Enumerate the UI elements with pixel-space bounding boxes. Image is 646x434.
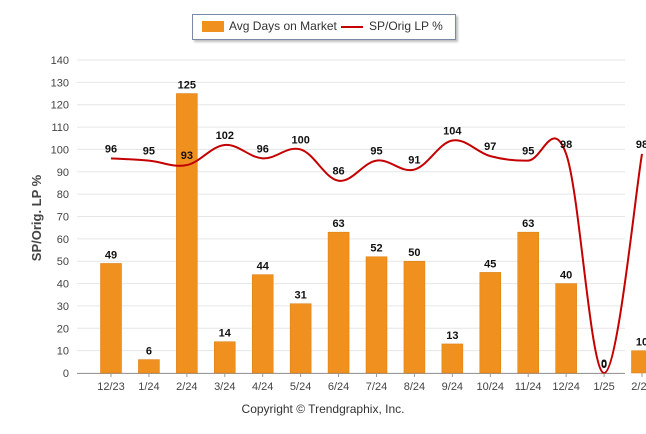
bar-value-label: 125 xyxy=(178,80,196,92)
line-value-label: 95 xyxy=(370,146,382,158)
bar-value-label: 52 xyxy=(370,243,382,255)
bar xyxy=(100,263,122,374)
y-tick-label: 130 xyxy=(51,77,69,89)
line-value-label: 86 xyxy=(332,166,344,178)
bar-value-label: 31 xyxy=(295,290,307,302)
copyright-text: Copyright © Trendgraphix, Inc. xyxy=(241,402,405,416)
y-tick-label: 50 xyxy=(57,256,69,268)
bar xyxy=(441,343,464,374)
line-value-label: 98 xyxy=(636,139,646,151)
bar xyxy=(555,283,577,374)
bar xyxy=(365,256,388,374)
y-tick-label: 20 xyxy=(57,323,69,335)
line-value-label: 96 xyxy=(257,143,269,155)
bar-value-label: 13 xyxy=(446,330,458,342)
x-tick-label: 5/24 xyxy=(290,381,311,393)
x-tick-label: 1/24 xyxy=(138,381,159,393)
x-tick-label: 10/24 xyxy=(477,381,505,393)
bar xyxy=(176,93,198,374)
x-axis-ticks: 12/23 1/24 2/24 3/24 4/24 5/24 6/24 7/24 8/24 9/2… xyxy=(97,373,646,393)
bar-value-label: 63 xyxy=(332,218,344,230)
bar xyxy=(214,341,236,374)
line-value-label: 102 xyxy=(216,130,234,142)
bar-value-label: 40 xyxy=(560,270,572,282)
line-value-label: 95 xyxy=(143,146,155,158)
y-tick-label: 70 xyxy=(57,212,69,224)
x-tick-label: 1/25 xyxy=(593,381,614,393)
x-tick-label: 3/24 xyxy=(214,381,235,393)
legend: Avg Days on Market SP/Orig LP % xyxy=(192,14,456,40)
x-tick-label: 2/24 xyxy=(176,381,197,393)
legend-bar-label: Avg Days on Market xyxy=(229,19,337,33)
line-value-label: 97 xyxy=(484,141,496,153)
bar-value-label: 0 xyxy=(601,359,607,371)
bar-value-label: 49 xyxy=(105,249,117,261)
bar-series xyxy=(100,93,646,374)
bar-value-label: 10 xyxy=(636,337,646,349)
line-data-labels: 96 95 93 102 96 100 86 95 91 104 97 95 98 0 98 xyxy=(105,125,646,370)
line-value-label: 104 xyxy=(443,125,462,137)
x-tick-label: 11/24 xyxy=(515,381,542,393)
line-value-label: 95 xyxy=(522,146,534,158)
y-axis-title: SP/Orig. LP % xyxy=(29,174,44,261)
x-tick-label: 12/24 xyxy=(552,381,580,393)
y-tick-label: 10 xyxy=(57,346,69,358)
x-tick-label: 2/25 xyxy=(631,381,646,393)
bar-value-label: 6 xyxy=(146,346,152,358)
bar xyxy=(289,303,312,374)
bar xyxy=(403,260,426,374)
line-value-label: 0 xyxy=(601,358,607,370)
y-tick-label: 0 xyxy=(63,368,69,380)
bar xyxy=(251,274,274,374)
bar-value-label: 45 xyxy=(484,258,496,270)
legend-bar-swatch xyxy=(202,21,224,32)
bar xyxy=(327,231,350,374)
x-tick-label: 4/24 xyxy=(252,381,273,393)
bar xyxy=(479,272,502,374)
x-tick-label: 9/24 xyxy=(442,381,463,393)
bar xyxy=(517,231,539,374)
legend-line-label: SP/Orig LP % xyxy=(369,19,443,33)
line-path xyxy=(110,137,643,375)
y-tick-label: 40 xyxy=(57,279,69,291)
y-tick-label: 110 xyxy=(51,122,69,134)
y-axis-ticks: 0 10 20 30 40 50 60 70 80 90 100 110 120 130 140 xyxy=(51,55,69,380)
y-tick-label: 60 xyxy=(57,234,69,246)
line-value-label: 100 xyxy=(291,134,309,146)
bar-value-label: 63 xyxy=(522,218,534,230)
x-tick-label: 12/23 xyxy=(97,381,125,393)
line-value-label: 91 xyxy=(408,155,420,167)
y-tick-label: 90 xyxy=(57,167,69,179)
x-tick-label: 7/24 xyxy=(366,381,387,393)
x-tick-label: 8/24 xyxy=(404,381,425,393)
bar-value-label: 50 xyxy=(408,247,420,259)
bar xyxy=(631,350,646,374)
bar-value-label: 44 xyxy=(257,261,270,273)
y-tick-label: 120 xyxy=(51,100,69,112)
bar-data-labels: 49 6 125 14 44 31 63 52 50 13 45 63 40 0 10 xyxy=(105,80,646,371)
grid-lines xyxy=(77,59,625,374)
bar xyxy=(138,359,160,374)
x-tick-label: 6/24 xyxy=(328,381,349,393)
y-tick-label: 100 xyxy=(51,144,69,156)
y-tick-label: 80 xyxy=(57,189,69,201)
y-tick-label: 140 xyxy=(51,55,69,67)
y-tick-label: 30 xyxy=(57,301,69,313)
legend-line-swatch xyxy=(341,26,363,28)
line-value-label: 93 xyxy=(181,150,193,162)
line-value-label: 98 xyxy=(560,139,572,151)
line-series xyxy=(110,137,643,375)
line-value-label: 96 xyxy=(105,143,117,155)
bar-value-label: 14 xyxy=(219,328,232,340)
